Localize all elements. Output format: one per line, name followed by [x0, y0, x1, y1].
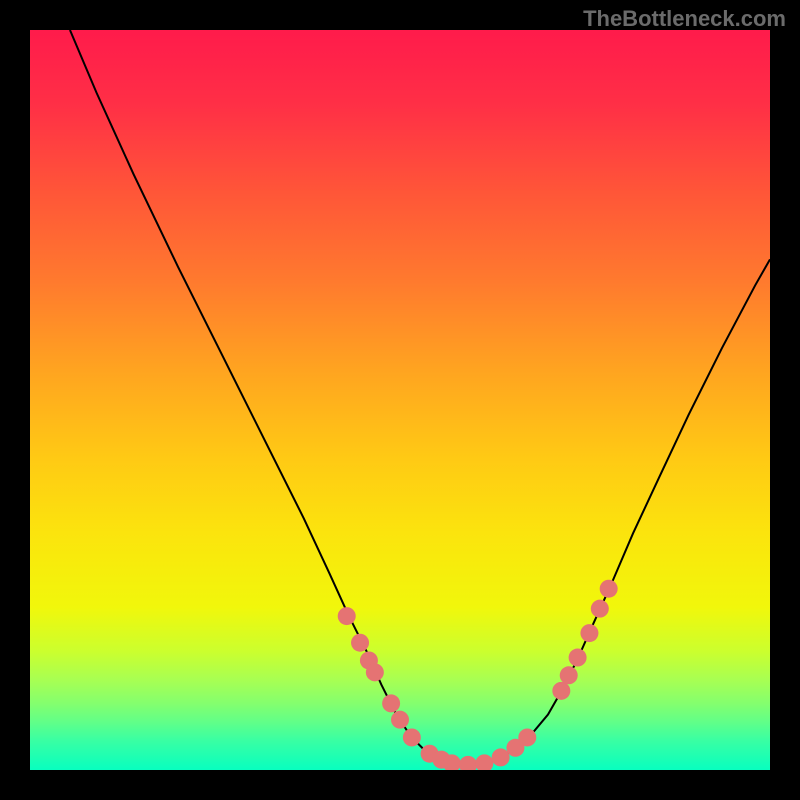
chart-overlay	[30, 30, 770, 770]
bottleneck-curve	[70, 30, 770, 765]
curve-dot	[338, 607, 356, 625]
curve-dot	[366, 663, 384, 681]
curve-dot	[560, 666, 578, 684]
curve-dot	[591, 600, 609, 618]
curve-dot	[600, 580, 618, 598]
curve-dot	[475, 754, 493, 770]
curve-dot	[391, 711, 409, 729]
plot-area	[30, 30, 770, 770]
curve-dot	[492, 748, 510, 766]
chart-root: TheBottleneck.com	[0, 0, 800, 800]
watermark-text: TheBottleneck.com	[583, 6, 786, 32]
curve-dot	[382, 694, 400, 712]
curve-dot	[552, 682, 570, 700]
dots-group	[338, 580, 618, 770]
curve-dot	[351, 634, 369, 652]
curve-dot	[459, 756, 477, 770]
curve-dot	[403, 728, 421, 746]
curve-dot	[580, 624, 598, 642]
curve-dot	[569, 649, 587, 667]
curve-dot	[518, 728, 536, 746]
